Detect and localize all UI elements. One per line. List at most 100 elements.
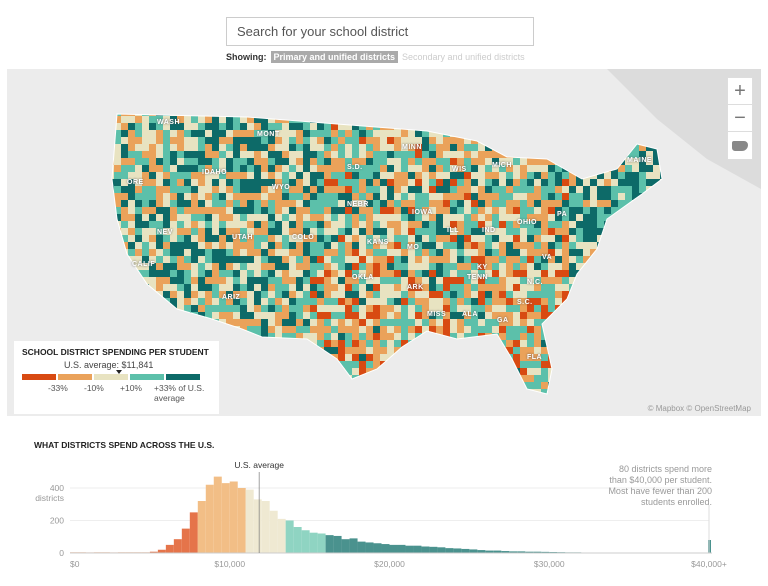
district-cell[interactable] <box>429 193 436 200</box>
district-cell[interactable] <box>219 179 226 186</box>
district-cell[interactable] <box>156 221 163 228</box>
district-cell[interactable] <box>436 389 443 396</box>
district-cell[interactable] <box>408 221 415 228</box>
district-cell[interactable] <box>191 263 198 270</box>
district-cell[interactable] <box>345 284 352 291</box>
district-cell[interactable] <box>205 165 212 172</box>
district-cell[interactable] <box>387 228 394 235</box>
district-cell[interactable] <box>569 165 576 172</box>
district-cell[interactable] <box>275 298 282 305</box>
district-cell[interactable] <box>261 158 268 165</box>
district-cell[interactable] <box>562 270 569 277</box>
district-cell[interactable] <box>324 396 331 403</box>
district-cell[interactable] <box>170 228 177 235</box>
district-cell[interactable] <box>289 270 296 277</box>
district-cell[interactable] <box>324 235 331 242</box>
district-cell[interactable] <box>597 284 604 291</box>
district-cell[interactable] <box>562 396 569 403</box>
district-cell[interactable] <box>443 256 450 263</box>
district-cell[interactable] <box>534 116 541 123</box>
district-cell[interactable] <box>331 123 338 130</box>
district-cell[interactable] <box>387 130 394 137</box>
district-cell[interactable] <box>611 228 618 235</box>
district-cell[interactable] <box>345 109 352 116</box>
district-cell[interactable] <box>373 326 380 333</box>
district-cell[interactable] <box>632 137 639 144</box>
district-cell[interactable] <box>604 354 611 361</box>
district-cell[interactable] <box>639 291 646 298</box>
district-cell[interactable] <box>625 291 632 298</box>
district-cell[interactable] <box>373 151 380 158</box>
district-cell[interactable] <box>107 179 114 186</box>
district-cell[interactable] <box>128 179 135 186</box>
district-cell[interactable] <box>457 396 464 403</box>
district-cell[interactable] <box>198 284 205 291</box>
district-cell[interactable] <box>639 326 646 333</box>
district-cell[interactable] <box>597 263 604 270</box>
district-cell[interactable] <box>135 172 142 179</box>
district-cell[interactable] <box>541 354 548 361</box>
district-cell[interactable] <box>233 396 240 403</box>
district-cell[interactable] <box>352 228 359 235</box>
district-cell[interactable] <box>338 298 345 305</box>
district-cell[interactable] <box>436 242 443 249</box>
district-cell[interactable] <box>555 109 562 116</box>
district-cell[interactable] <box>121 256 128 263</box>
district-cell[interactable] <box>170 270 177 277</box>
district-cell[interactable] <box>569 116 576 123</box>
histogram-bar[interactable] <box>373 543 382 553</box>
district-cell[interactable] <box>170 242 177 249</box>
district-cell[interactable] <box>527 172 534 179</box>
district-cell[interactable] <box>338 277 345 284</box>
district-cell[interactable] <box>646 277 653 284</box>
histogram-bar[interactable] <box>277 518 286 553</box>
district-cell[interactable] <box>324 340 331 347</box>
district-cell[interactable] <box>534 123 541 130</box>
district-cell[interactable] <box>121 123 128 130</box>
district-cell[interactable] <box>653 256 660 263</box>
district-cell[interactable] <box>541 144 548 151</box>
district-cell[interactable] <box>128 214 135 221</box>
district-cell[interactable] <box>485 228 492 235</box>
district-cell[interactable] <box>177 151 184 158</box>
district-cell[interactable] <box>443 158 450 165</box>
district-cell[interactable] <box>387 207 394 214</box>
district-cell[interactable] <box>401 172 408 179</box>
district-cell[interactable] <box>555 172 562 179</box>
district-cell[interactable] <box>373 193 380 200</box>
district-cell[interactable] <box>317 263 324 270</box>
district-cell[interactable] <box>135 326 142 333</box>
district-cell[interactable] <box>513 123 520 130</box>
district-cell[interactable] <box>625 389 632 396</box>
district-cell[interactable] <box>660 151 667 158</box>
district-cell[interactable] <box>268 340 275 347</box>
district-cell[interactable] <box>254 256 261 263</box>
district-cell[interactable] <box>506 165 513 172</box>
district-cell[interactable] <box>450 235 457 242</box>
district-cell[interactable] <box>583 284 590 291</box>
district-cell[interactable] <box>247 354 254 361</box>
district-cell[interactable] <box>247 200 254 207</box>
district-cell[interactable] <box>275 361 282 368</box>
district-cell[interactable] <box>289 137 296 144</box>
district-cell[interactable] <box>471 361 478 368</box>
district-cell[interactable] <box>562 144 569 151</box>
district-cell[interactable] <box>261 305 268 312</box>
district-cell[interactable] <box>555 193 562 200</box>
district-cell[interactable] <box>254 214 261 221</box>
district-cell[interactable] <box>282 214 289 221</box>
district-cell[interactable] <box>471 200 478 207</box>
district-cell[interactable] <box>240 214 247 221</box>
district-cell[interactable] <box>443 179 450 186</box>
district-cell[interactable] <box>282 186 289 193</box>
district-cell[interactable] <box>275 277 282 284</box>
district-cell[interactable] <box>359 291 366 298</box>
district-cell[interactable] <box>177 144 184 151</box>
district-cell[interactable] <box>373 186 380 193</box>
district-cell[interactable] <box>212 179 219 186</box>
district-cell[interactable] <box>212 172 219 179</box>
district-cell[interactable] <box>562 137 569 144</box>
district-cell[interactable] <box>415 242 422 249</box>
district-cell[interactable] <box>177 193 184 200</box>
district-cell[interactable] <box>401 354 408 361</box>
